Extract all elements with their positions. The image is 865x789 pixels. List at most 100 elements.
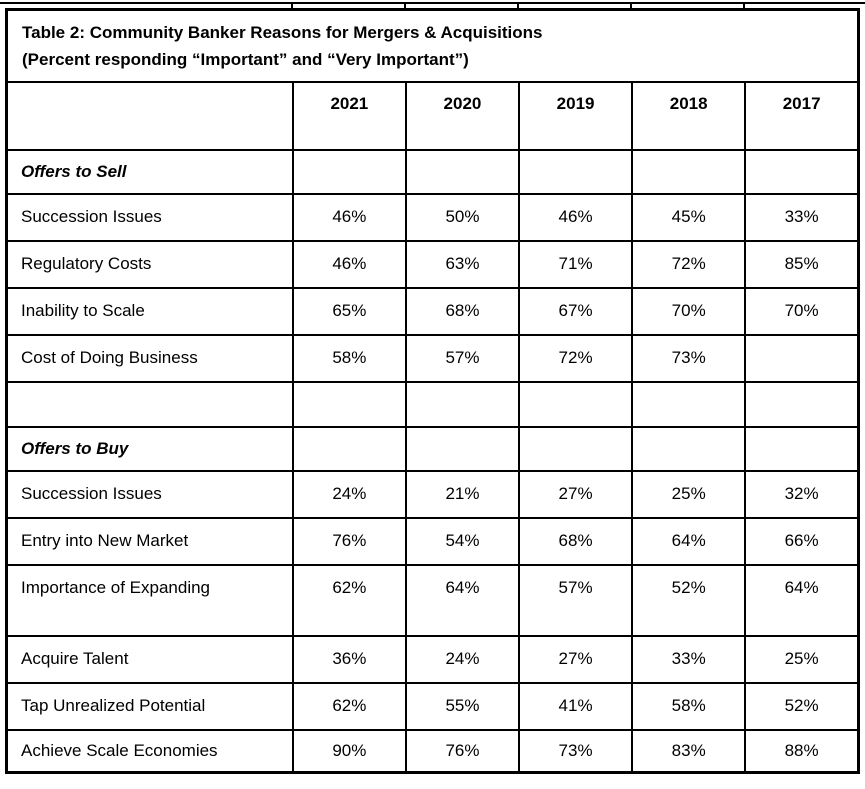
value-cell: 52%: [744, 681, 860, 731]
table-row: Tap Unrealized Potential 62% 55% 41% 58%…: [5, 681, 860, 731]
value-cell: 27%: [518, 469, 634, 519]
year-header-2021: 2021: [291, 80, 407, 151]
value-cell: 62%: [291, 563, 407, 637]
table-title-line2: (Percent responding “Important” and “Ver…: [22, 50, 469, 69]
value-cell: 73%: [518, 728, 634, 774]
table-row: Inability to Scale 65% 68% 67% 70% 70%: [5, 286, 860, 336]
value-cell: 57%: [404, 333, 521, 383]
empty-cell: [744, 425, 860, 472]
row-label: Acquire Talent: [5, 634, 294, 684]
empty-cell: [291, 380, 407, 428]
value-cell: 25%: [744, 634, 860, 684]
table-row: Succession Issues 24% 21% 27% 25% 32%: [5, 469, 860, 519]
value-cell: 33%: [631, 634, 747, 684]
value-cell: 67%: [518, 286, 634, 336]
row-label: Succession Issues: [5, 192, 294, 242]
value-cell: 64%: [744, 563, 860, 637]
value-cell: 33%: [744, 192, 860, 242]
row-label: Entry into New Market: [5, 516, 294, 566]
value-cell: 57%: [518, 563, 634, 637]
value-cell: 58%: [291, 333, 407, 383]
year-header-2020: 2020: [404, 80, 521, 151]
value-cell: 36%: [291, 634, 407, 684]
table-row: Regulatory Costs 46% 63% 71% 72% 85%: [5, 239, 860, 289]
row-label: Achieve Scale Economies: [5, 728, 294, 774]
empty-cell: [744, 380, 860, 428]
value-cell: 76%: [404, 728, 521, 774]
empty-cell: [404, 380, 521, 428]
value-cell: 58%: [631, 681, 747, 731]
year-header-row: 2021 2020 2019 2018 2017: [5, 80, 860, 151]
value-cell: 45%: [631, 192, 747, 242]
value-cell: 70%: [744, 286, 860, 336]
value-cell: 88%: [744, 728, 860, 774]
row-label: Regulatory Costs: [5, 239, 294, 289]
empty-cell: [5, 380, 294, 428]
year-header-2019: 2019: [518, 80, 634, 151]
empty-cell: [744, 148, 860, 195]
year-header-2018: 2018: [631, 80, 747, 151]
empty-cell: [518, 425, 634, 472]
value-cell: 68%: [518, 516, 634, 566]
value-cell: 62%: [291, 681, 407, 731]
value-cell: 46%: [291, 239, 407, 289]
section-header-label: Offers to Buy: [5, 425, 294, 472]
value-cell: 52%: [631, 563, 747, 637]
clipped-column-divider-stub: [404, 4, 406, 8]
empty-cell: [518, 148, 634, 195]
value-cell: 25%: [631, 469, 747, 519]
row-label: Importance of Expanding: [5, 563, 294, 637]
value-cell: 32%: [744, 469, 860, 519]
value-cell: 21%: [404, 469, 521, 519]
section-header-row-offers-to-buy: Offers to Buy: [5, 425, 860, 472]
value-cell: 68%: [404, 286, 521, 336]
row-label: Tap Unrealized Potential: [5, 681, 294, 731]
row-label: Succession Issues: [5, 469, 294, 519]
value-cell: 85%: [744, 239, 860, 289]
value-cell: 63%: [404, 239, 521, 289]
clipped-column-divider-stub: [630, 4, 632, 8]
value-cell: 46%: [518, 192, 634, 242]
row-label: Inability to Scale: [5, 286, 294, 336]
empty-cell: [291, 425, 407, 472]
empty-corner-cell: [5, 80, 294, 151]
value-cell: 76%: [291, 516, 407, 566]
table-title-line1: Table 2: Community Banker Reasons for Me…: [22, 23, 543, 42]
value-cell: 90%: [291, 728, 407, 774]
value-cell: 66%: [744, 516, 860, 566]
empty-cell: [291, 148, 407, 195]
mergers-acquisitions-table: Table 2: Community Banker Reasons for Me…: [5, 8, 860, 774]
empty-cell: [631, 380, 747, 428]
table-row: Succession Issues 46% 50% 46% 45% 33%: [5, 192, 860, 242]
empty-cell: [404, 425, 521, 472]
value-cell: 83%: [631, 728, 747, 774]
year-header-2017: 2017: [744, 80, 860, 151]
empty-cell: [518, 380, 634, 428]
value-cell: 64%: [631, 516, 747, 566]
value-cell: 41%: [518, 681, 634, 731]
empty-cell: [631, 425, 747, 472]
value-cell: 64%: [404, 563, 521, 637]
clipped-column-divider-stub: [743, 4, 745, 8]
value-cell: 71%: [518, 239, 634, 289]
clipped-column-divider-stub: [517, 4, 519, 8]
section-header-label: Offers to Sell: [5, 148, 294, 195]
value-cell: 55%: [404, 681, 521, 731]
value-cell: 24%: [404, 634, 521, 684]
value-cell: 50%: [404, 192, 521, 242]
value-cell: 46%: [291, 192, 407, 242]
value-cell: 73%: [631, 333, 747, 383]
section-header-row-offers-to-sell: Offers to Sell: [5, 148, 860, 195]
value-cell: 70%: [631, 286, 747, 336]
value-cell: 24%: [291, 469, 407, 519]
value-cell: 54%: [404, 516, 521, 566]
value-cell: 72%: [631, 239, 747, 289]
clipped-row-border: [0, 2, 865, 4]
table-row: Entry into New Market 76% 54% 68% 64% 66…: [5, 516, 860, 566]
row-label: Cost of Doing Business: [5, 333, 294, 383]
clipped-column-divider-stub: [291, 4, 293, 8]
empty-cell: [631, 148, 747, 195]
table-row: Importance of Expanding 62% 64% 57% 52% …: [5, 563, 860, 637]
value-cell: [744, 333, 860, 383]
value-cell: 65%: [291, 286, 407, 336]
